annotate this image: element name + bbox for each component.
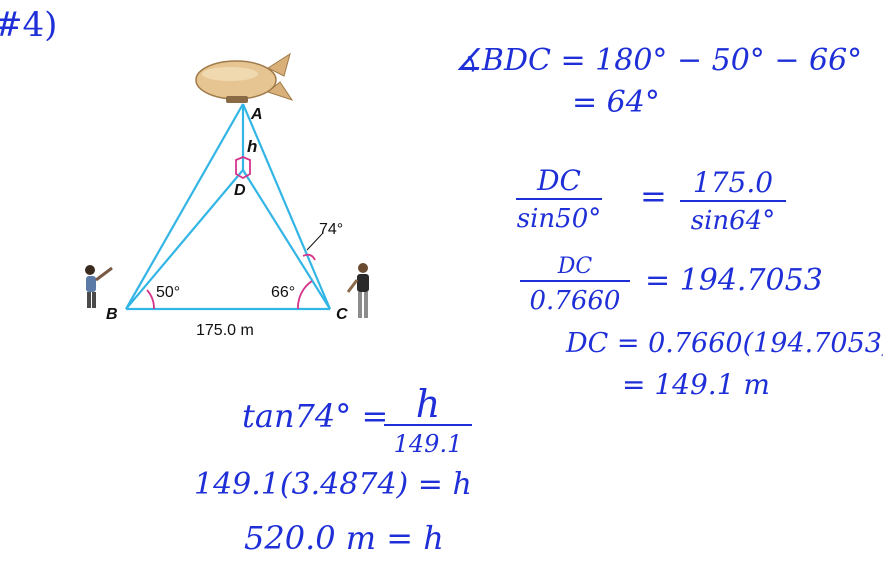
- line-db: [126, 170, 243, 309]
- step2-numerator: DC: [520, 254, 630, 279]
- law-of-sines-equals: =: [640, 180, 667, 212]
- law-of-sines-rhs-numerator: 175.0: [680, 166, 786, 199]
- tan-denominator: 149.1: [384, 430, 472, 458]
- tan-fraction: h 149.1: [384, 382, 472, 460]
- tan-lhs: tan74° =: [242, 400, 388, 432]
- angle-label-top: 74°: [319, 221, 343, 238]
- line-ac: [243, 104, 330, 309]
- base-length-label: 175.0 m: [196, 322, 254, 339]
- angle-label-c: 66°: [271, 284, 295, 301]
- step2-denominator: 0.7660: [520, 286, 630, 316]
- angle-bdc-line2: = 64°: [572, 88, 660, 118]
- angle-mark-c: [298, 281, 312, 309]
- tan-step: 149.1(3.4874) = h: [194, 470, 472, 500]
- person-left-icon: [85, 265, 112, 308]
- step2-fraction: DC 0.7660: [520, 254, 630, 314]
- law-of-sines-rhs-fraction: 175.0 sin64°: [680, 164, 786, 240]
- vertex-label-c: C: [336, 306, 348, 323]
- vertex-label-a: A: [250, 106, 263, 123]
- angle-mark-b: [147, 290, 154, 309]
- triangle-lines: [126, 104, 330, 309]
- law-of-sines-lhs-numerator: DC: [516, 164, 602, 197]
- step3-line1: DC = 0.7660(194.7053): [566, 330, 883, 357]
- step3-line2: = 149.1 m: [622, 371, 770, 399]
- step2-rhs: = 194.7053: [645, 266, 823, 296]
- line-ab: [126, 104, 243, 309]
- law-of-sines-lhs-denominator: sin50°: [516, 204, 602, 234]
- vertex-label-b: B: [106, 306, 118, 323]
- height-label-h: h: [247, 137, 257, 156]
- person-right-icon: [348, 263, 369, 318]
- angle-label-b: 50°: [156, 284, 180, 301]
- vertex-label-d: D: [234, 182, 246, 199]
- blimp-icon: [196, 54, 292, 103]
- law-of-sines-rhs-denominator: sin64°: [680, 206, 786, 236]
- law-of-sines-lhs-fraction: DC sin50°: [516, 162, 602, 238]
- final-result: 520.0 m = h: [244, 522, 444, 554]
- angle-bdc-line1: ∡BDC = 180° − 50° − 66°: [455, 46, 862, 76]
- tan-numerator: h: [384, 382, 472, 426]
